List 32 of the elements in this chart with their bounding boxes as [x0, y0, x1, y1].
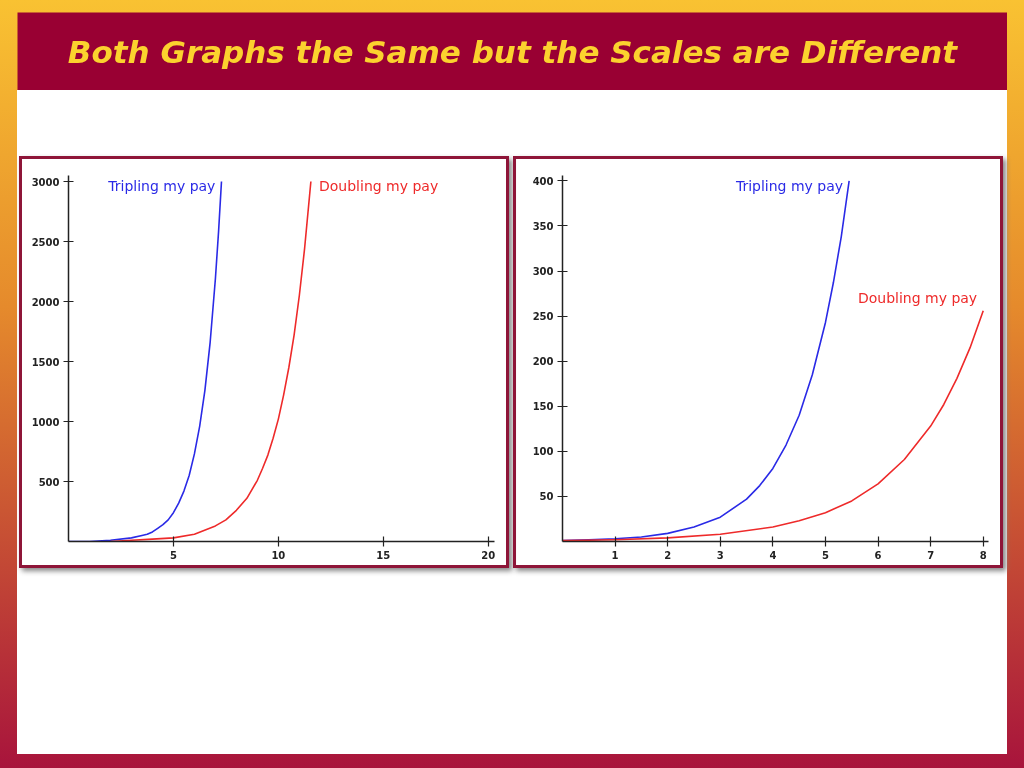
- x-tick-label: 4: [769, 549, 777, 561]
- y-tick-label: 250: [532, 311, 554, 323]
- x-tick-label: 15: [376, 549, 391, 561]
- y-tick-label: 50: [539, 491, 554, 503]
- y-tick-label: 300: [532, 266, 554, 278]
- y-tick-label: 1500: [31, 356, 60, 368]
- y-tick-label: 3000: [31, 176, 60, 188]
- x-tick-label: 5: [169, 549, 177, 561]
- series-label: Tripling my pay: [734, 177, 844, 194]
- y-tick-label: 400: [532, 175, 554, 187]
- y-tick-label: 500: [38, 476, 60, 488]
- y-tick-label: 100: [532, 446, 554, 458]
- y-tick-label: 2000: [31, 296, 60, 308]
- x-tick-label: 6: [874, 549, 882, 561]
- y-tick-label: 150: [532, 401, 554, 413]
- x-tick-label: 8: [979, 549, 987, 561]
- x-tick-label: 7: [927, 549, 935, 561]
- line-series: [562, 309, 985, 542]
- x-tick-label: 10: [271, 549, 286, 561]
- x-tick-label: 5: [821, 549, 829, 561]
- y-tick-label: 1000: [31, 416, 60, 428]
- x-tick-label: 1: [611, 549, 619, 561]
- x-tick-label: 20: [481, 549, 496, 561]
- y-tick-label: 2500: [31, 236, 60, 248]
- series-label: Doubling my pay: [318, 177, 439, 194]
- chart-title: Both Graphs the Same but the Scales are Different: [67, 33, 959, 70]
- y-tick-label: 350: [532, 220, 554, 232]
- x-tick-label: 3: [716, 549, 724, 561]
- series-label: Doubling my pay: [857, 290, 978, 307]
- series-label: Tripling my pay: [107, 177, 216, 194]
- x-tick-label: 2: [664, 549, 672, 561]
- y-tick-label: 200: [532, 356, 554, 368]
